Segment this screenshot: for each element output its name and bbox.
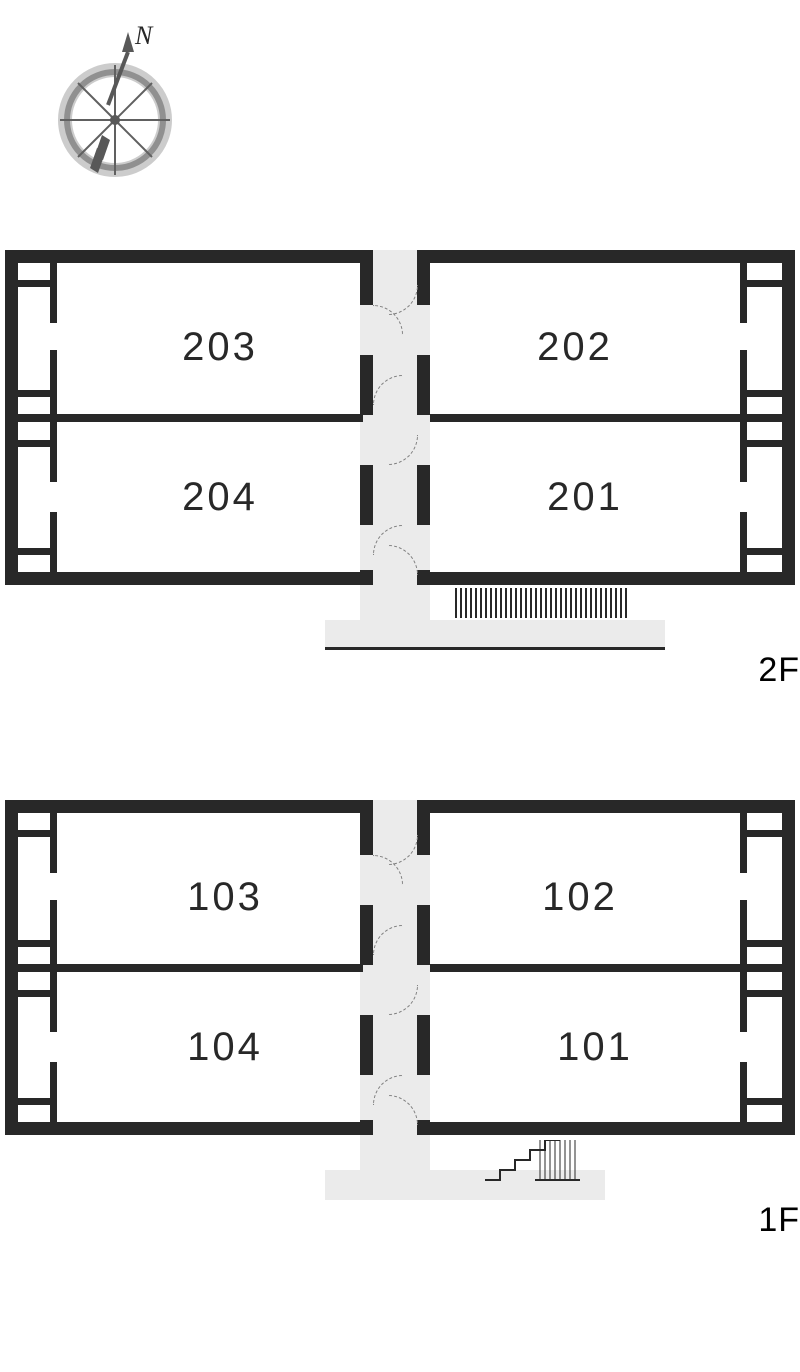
wall <box>745 990 783 997</box>
wall <box>430 414 785 422</box>
wall <box>18 940 56 947</box>
wall <box>740 813 747 873</box>
wall <box>360 905 373 965</box>
stairs-icon <box>455 588 640 618</box>
wall <box>50 972 57 1032</box>
wall <box>745 830 783 837</box>
wall <box>745 548 783 555</box>
wall <box>740 512 747 572</box>
floor-2-label: 2F <box>758 651 800 690</box>
wall <box>5 800 18 1135</box>
room-103-label: 103 <box>165 875 285 920</box>
wall <box>325 647 665 650</box>
wall <box>745 280 783 287</box>
corridor-landing-2f <box>325 620 665 650</box>
wall <box>50 1062 57 1122</box>
room-202-label: 202 <box>515 325 635 370</box>
wall <box>50 512 57 572</box>
room-102-label: 102 <box>520 875 640 920</box>
wall <box>18 548 56 555</box>
wall <box>417 1122 795 1135</box>
wall <box>360 250 373 305</box>
wall <box>360 355 373 415</box>
wall <box>745 390 783 397</box>
wall <box>417 250 430 305</box>
wall <box>5 572 373 585</box>
room-104-label: 104 <box>165 1025 285 1070</box>
wall <box>5 1122 373 1135</box>
room-201-label: 201 <box>525 475 645 520</box>
wall <box>50 263 57 323</box>
wall <box>18 964 363 972</box>
wall <box>417 572 795 585</box>
wall <box>417 800 430 855</box>
north-label: N <box>134 21 154 50</box>
wall <box>740 422 747 482</box>
wall <box>18 390 56 397</box>
wall <box>5 250 18 585</box>
floor-2-plan: 203 204 202 201 2F <box>5 250 795 670</box>
wall <box>18 414 363 422</box>
floor-1-plan: 103 104 102 101 1F <box>5 800 795 1220</box>
wall <box>417 1120 430 1135</box>
wall <box>417 570 430 585</box>
room-204-label: 204 <box>160 475 280 520</box>
wall <box>740 350 747 415</box>
room-203-label: 203 <box>160 325 280 370</box>
wall <box>18 1098 56 1105</box>
wall <box>417 1015 430 1075</box>
room-101-label: 101 <box>535 1025 655 1070</box>
wall <box>740 263 747 323</box>
wall <box>417 905 430 965</box>
wall <box>360 570 373 585</box>
wall <box>50 422 57 482</box>
wall <box>417 250 795 263</box>
wall <box>740 900 747 965</box>
wall <box>360 465 373 525</box>
wall <box>417 465 430 525</box>
wall <box>740 1062 747 1122</box>
floor-1-label: 1F <box>758 1201 800 1240</box>
compass-icon: N <box>40 20 190 205</box>
wall <box>417 355 430 415</box>
wall <box>740 972 747 1032</box>
wall <box>745 940 783 947</box>
wall <box>5 800 373 813</box>
wall <box>745 1098 783 1105</box>
wall <box>5 250 373 263</box>
wall <box>417 800 795 813</box>
wall <box>50 900 57 965</box>
wall <box>50 350 57 415</box>
wall <box>745 440 783 447</box>
wall <box>360 1015 373 1075</box>
wall <box>430 964 785 972</box>
wall <box>360 1120 373 1135</box>
wall <box>360 800 373 855</box>
stairs-icon <box>485 1140 585 1185</box>
wall <box>50 813 57 873</box>
